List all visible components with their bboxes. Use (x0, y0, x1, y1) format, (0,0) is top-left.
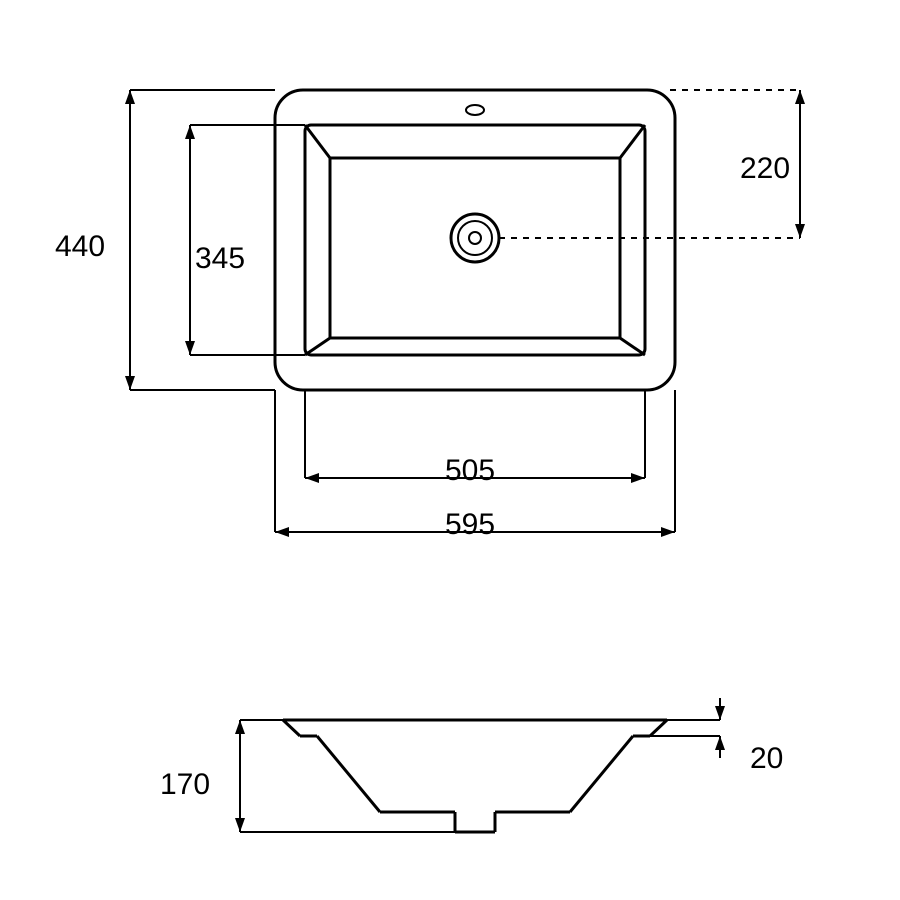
dim-505: 505 (445, 454, 495, 487)
technical-drawing: 440 345 220 505 595 170 20 (0, 0, 900, 900)
dim-595: 595 (445, 508, 495, 541)
dim-440: 440 (55, 230, 105, 263)
dim-20: 20 (750, 742, 783, 775)
dim-220: 220 (740, 152, 790, 185)
dim-170: 170 (160, 768, 210, 801)
dim-345: 345 (195, 242, 245, 275)
